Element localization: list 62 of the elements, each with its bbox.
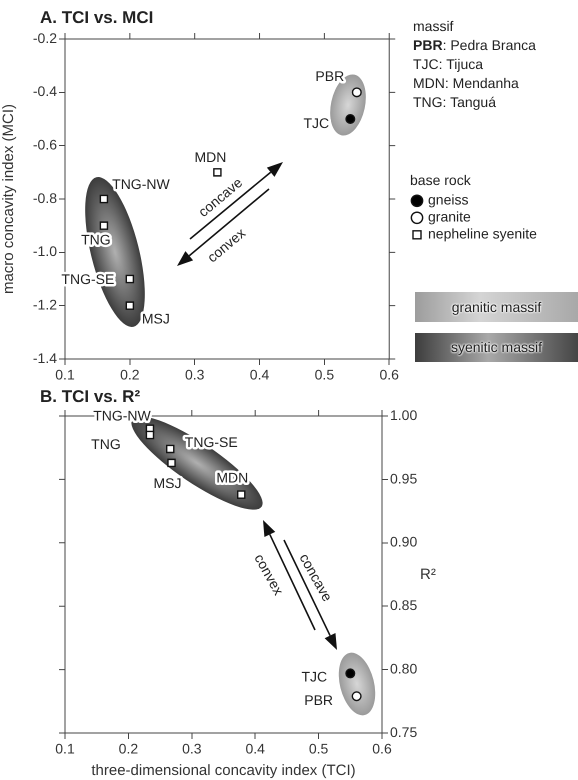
y-tick-label: -0.4 [32,83,58,100]
y-tick-label: 0.80 [390,660,418,676]
y-axis-title: R² [420,566,436,583]
x-tick-label: 0.2 [118,740,138,756]
annotation: PBR [315,68,344,84]
x-tick-label: 0.6 [379,366,400,382]
y-tick-label: -0.6 [32,136,58,153]
text: massif [413,18,454,35]
y-tick-label: -1.4 [32,350,58,366]
y-tick-label: -0.2 [32,30,58,46]
text: PBR: Pedra Branca [413,37,536,54]
y-tick-label: -1.2 [32,296,58,313]
point [146,430,154,440]
chart-title: B. TCI vs. R² [40,387,140,407]
x-axis-title: three-dimensional concavity index (TCI) [91,762,356,780]
legend-title: base rock [410,172,472,188]
point [126,274,134,284]
text: TJC: Tijuca [413,56,484,73]
annotation: TJC [303,114,330,131]
x-tick-label: 0.3 [182,740,202,756]
annotation: MSJ [154,474,182,491]
legend-label: granite [428,208,472,225]
point [100,194,108,204]
x-tick-label: 0.1 [55,740,75,756]
point [352,87,362,98]
point [100,221,108,230]
x-tick-label: 0.1 [55,366,75,382]
annotation: MSJ [142,310,170,327]
point [352,691,362,702]
legend-label: gneiss [428,192,468,208]
point [345,668,356,678]
x-tick-label: 0.5 [314,366,334,382]
annotation: PBR [304,692,334,708]
point [345,114,356,124]
annotation: MDN [216,469,248,486]
annotation: TJC [301,668,328,684]
x-tick-label: 0.4 [250,366,270,382]
x-tick-label: 0.2 [120,366,140,382]
x-tick-label: 0.5 [308,740,329,756]
annotation: MDN [194,149,226,166]
x-tick-label: 0.4 [245,740,266,756]
text: MDN: Mendanha [413,75,519,92]
y-tick-label: -0.8 [32,190,58,206]
y-tick-label: 0.90 [390,534,418,550]
point [213,168,222,177]
y-tick-label: 0.75 [390,724,418,740]
y-axis-title: macro concavity index (MCI) [0,104,18,294]
y-tick-label: 0.85 [390,597,418,614]
legend-label: nepheline syenite [428,226,538,242]
point [167,458,176,468]
y-tick-label: 1.00 [390,406,418,423]
point [166,444,174,454]
text: TNG: Tanguá [413,94,496,111]
y-tick-label: 0.95 [390,470,418,486]
y-tick-label: -1.0 [32,243,58,260]
chart-title: A. TCI vs. MCI [40,8,154,28]
point [237,490,246,499]
annotation: TNG-NW [112,176,170,192]
x-tick-label: 0.3 [184,366,205,382]
annotation: TNG [91,436,121,452]
x-tick-label: 0.6 [372,740,392,756]
point [126,301,134,310]
